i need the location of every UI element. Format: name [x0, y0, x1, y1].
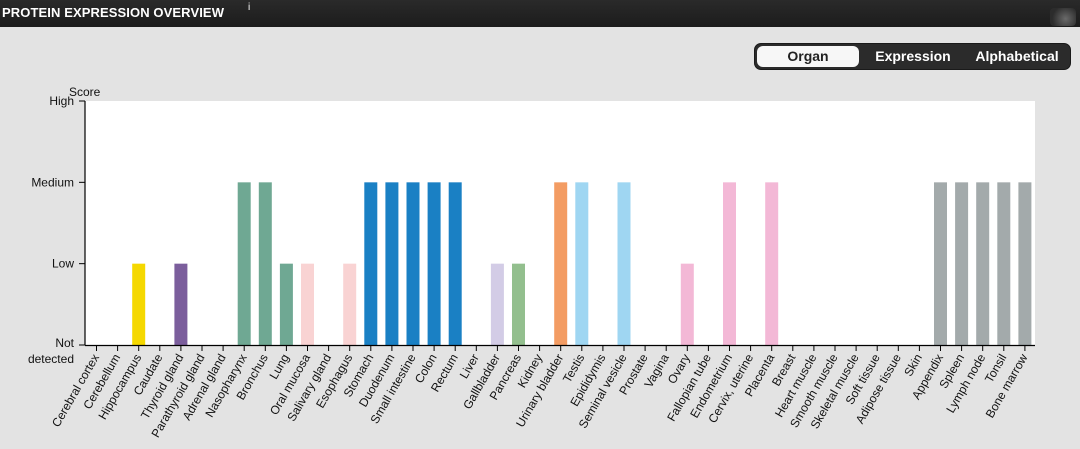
bar-19	[490, 263, 504, 345]
y-tick-label-0: Not detected	[28, 336, 75, 366]
bar-44	[1018, 182, 1032, 345]
bar-16	[427, 182, 441, 345]
bar-2	[132, 263, 146, 345]
bar-30	[723, 182, 736, 345]
bar-25	[617, 182, 631, 345]
bar-8	[258, 182, 272, 345]
bar-43	[997, 182, 1011, 345]
bar-13	[364, 182, 378, 345]
bar-28	[680, 263, 694, 345]
bar-40	[934, 182, 947, 345]
panel-title: PROTEIN EXPRESSION OVERVIEW	[2, 5, 225, 20]
y-axis-title: Score	[69, 85, 101, 99]
y-tick-label-2: Medium	[31, 175, 74, 189]
bar-7	[237, 182, 251, 345]
y-tick-label-3: High	[49, 94, 74, 108]
bar-15	[406, 182, 420, 345]
sort-toggle: Organ Expression Alphabetical	[754, 43, 1071, 70]
bar-42	[976, 182, 990, 345]
bar-23	[575, 182, 589, 345]
bar-14	[385, 182, 399, 345]
y-tick-label-1: Low	[52, 257, 74, 271]
bar-32	[765, 182, 779, 345]
bar-20	[512, 263, 525, 345]
bar-41	[955, 182, 969, 345]
bar-10	[301, 263, 314, 345]
corner-decoration-icon	[1050, 8, 1076, 26]
bar-4	[174, 263, 188, 345]
bar-12	[343, 263, 357, 345]
info-icon[interactable]: i	[248, 2, 251, 13]
toggle-expression-button[interactable]: Expression	[875, 48, 951, 64]
bar-22	[554, 182, 568, 345]
toggle-organ-button[interactable]: Organ	[757, 46, 859, 67]
toggle-alphabetical-button[interactable]: Alphabetical	[975, 48, 1059, 64]
bar-9	[279, 263, 293, 345]
panel-header: PROTEIN EXPRESSION OVERVIEW i	[0, 0, 1080, 27]
bar-17	[448, 182, 462, 345]
